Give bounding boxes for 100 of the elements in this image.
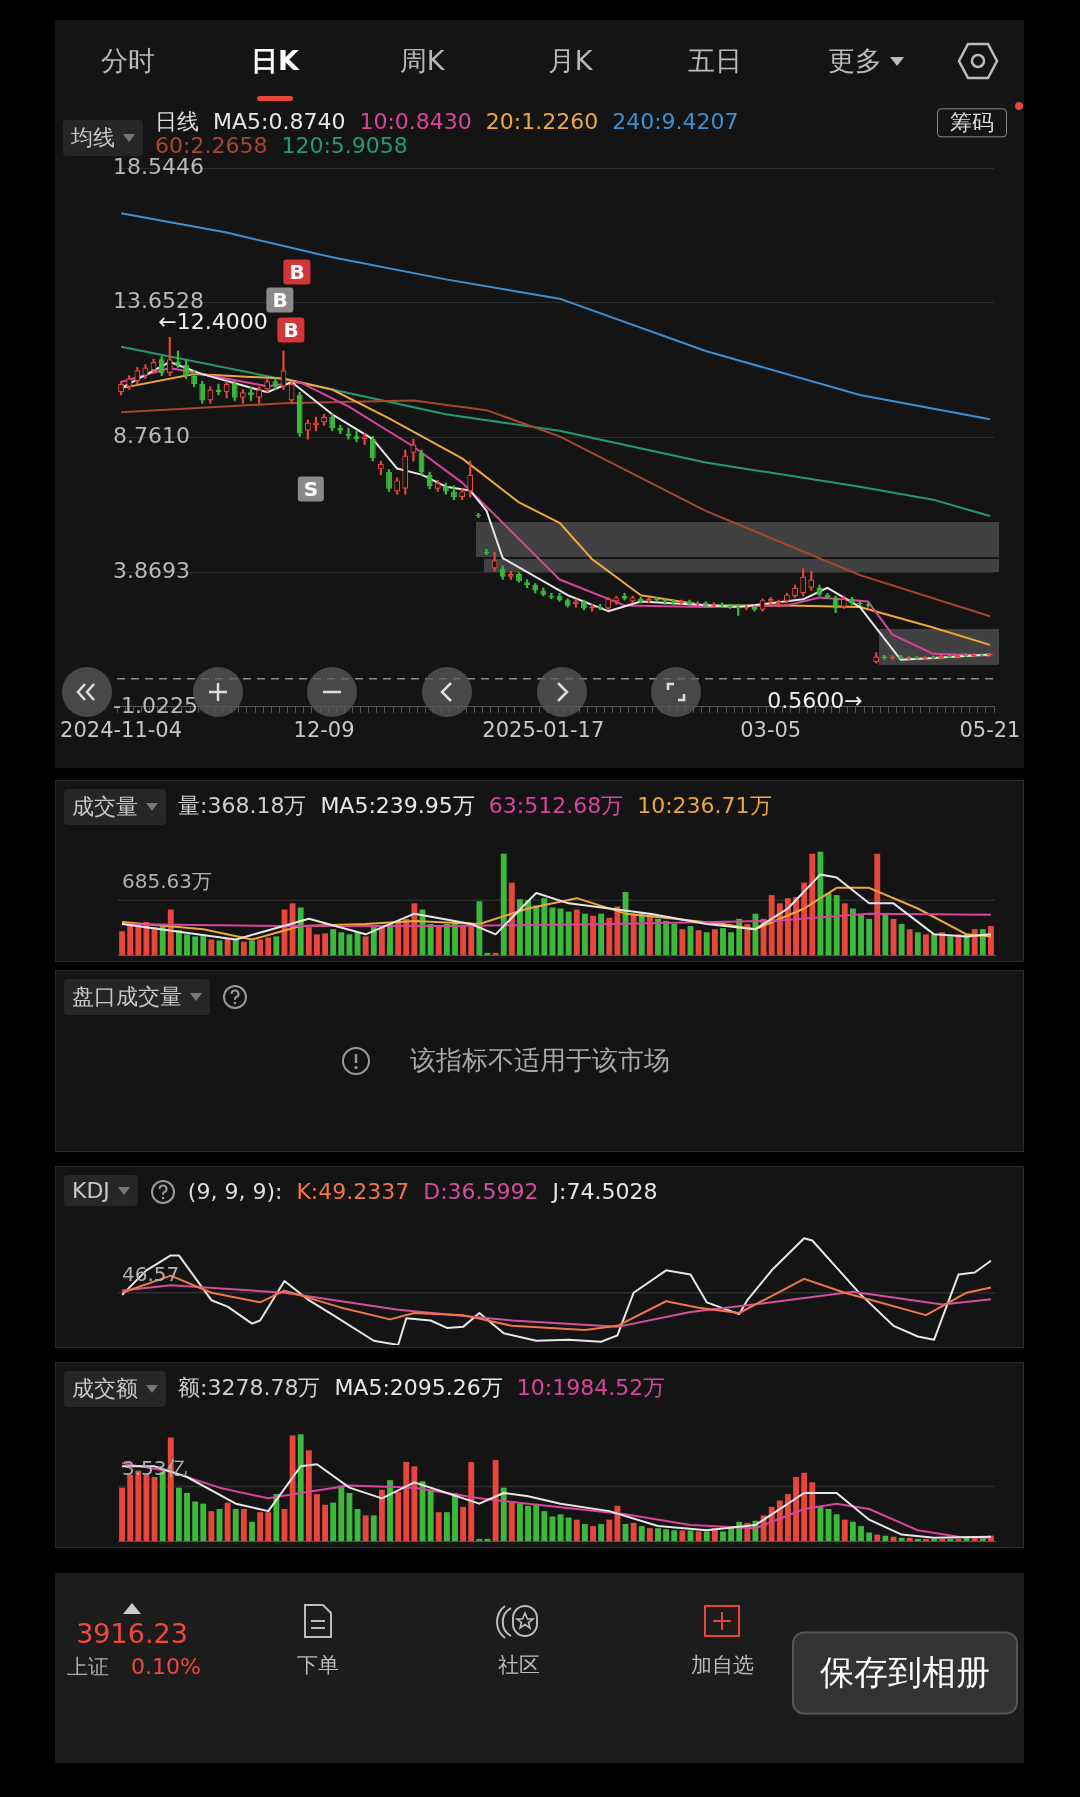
text: 月K — [547, 45, 593, 77]
text: K:49.2337 — [296, 1178, 410, 1206]
bar — [720, 928, 726, 955]
bar — [289, 1435, 296, 1541]
bar — [297, 1434, 304, 1541]
bar — [232, 939, 239, 955]
bar — [606, 1519, 613, 1541]
text: 更多 — [828, 45, 882, 77]
bar — [866, 918, 873, 955]
bar — [208, 1511, 215, 1541]
bar — [492, 1459, 499, 1541]
bar — [411, 1466, 418, 1541]
text: 量:368.18万 — [178, 792, 307, 820]
bar — [565, 911, 572, 955]
bar — [809, 853, 816, 955]
bar — [175, 930, 182, 955]
bar — [443, 924, 450, 955]
bar — [833, 895, 840, 955]
bar — [175, 1487, 182, 1541]
bar — [314, 1494, 320, 1541]
text: D:36.5992 — [423, 1178, 539, 1206]
bar — [200, 934, 207, 955]
bar — [898, 1537, 905, 1541]
legend-title: 日线 — [155, 109, 199, 134]
bar — [858, 913, 864, 955]
bar — [598, 1523, 605, 1541]
bar — [663, 1529, 670, 1541]
bar — [403, 1462, 410, 1541]
candlestick — [516, 572, 522, 583]
bar — [841, 903, 848, 955]
bar — [582, 1523, 588, 1541]
candlestick — [248, 386, 254, 401]
bar — [338, 1485, 345, 1541]
bar — [468, 924, 475, 955]
bar — [387, 924, 393, 955]
bar — [224, 938, 231, 955]
bar — [711, 929, 718, 955]
bar — [663, 920, 670, 955]
annotation: B — [283, 259, 311, 285]
bar — [257, 1512, 264, 1541]
bar — [768, 895, 775, 955]
bar — [906, 929, 913, 955]
bar — [614, 1505, 621, 1541]
text: 10:236.71万 — [637, 792, 772, 820]
bar — [208, 939, 215, 955]
y-tick-label: 3.8693 — [113, 557, 190, 583]
x-tick-label: 2025-01-17 — [482, 717, 605, 742]
bar — [914, 1538, 921, 1541]
bar — [817, 851, 824, 955]
bar — [452, 1493, 458, 1541]
text: 20:1.2260 — [485, 109, 599, 134]
bar — [314, 934, 320, 955]
x-tick-label: 2024-11-04 — [60, 717, 183, 742]
bar — [322, 933, 328, 955]
text: 10:1984.52万 — [516, 1374, 666, 1402]
bar — [517, 1503, 523, 1541]
bar — [200, 1503, 207, 1541]
text: 社区 — [498, 1652, 540, 1678]
chart-title: 均线 — [71, 124, 115, 152]
bar — [273, 936, 280, 955]
bar — [525, 1505, 531, 1541]
text: 120:5.9058 — [281, 133, 408, 158]
bar — [468, 1462, 475, 1541]
bar — [232, 1509, 239, 1541]
x-tick-label: 05-21 — [959, 717, 1021, 742]
bar — [330, 929, 337, 955]
bar — [720, 1531, 726, 1541]
bar — [638, 1526, 645, 1541]
bar — [898, 924, 905, 955]
bar — [931, 934, 938, 955]
text: MA5:239.95万 — [320, 792, 475, 820]
annotation: S — [297, 476, 325, 502]
text: 盘口成交量 — [72, 983, 182, 1011]
bar — [947, 936, 954, 955]
bar — [387, 1480, 393, 1541]
bar — [671, 1530, 678, 1541]
bar — [273, 1494, 280, 1541]
bar — [785, 1494, 791, 1541]
bar — [460, 926, 467, 955]
annotation: 0.5600→ — [767, 688, 863, 714]
bar — [435, 1512, 442, 1541]
bar — [427, 1490, 434, 1541]
bar — [655, 1528, 661, 1541]
bar — [192, 936, 199, 955]
bar — [931, 1538, 938, 1541]
bar — [338, 932, 345, 955]
bar — [508, 1502, 515, 1541]
bar — [443, 1512, 450, 1541]
bar — [939, 1538, 946, 1541]
candlestick — [751, 605, 758, 612]
bar — [947, 1538, 954, 1541]
bar — [590, 915, 596, 955]
bar — [395, 1491, 402, 1541]
bar — [695, 1531, 702, 1541]
text: 加自选 — [690, 1652, 754, 1678]
bar — [476, 1538, 483, 1541]
bar — [841, 1519, 848, 1541]
bar — [679, 929, 686, 955]
text: 筹码 — [937, 108, 1007, 138]
text: 该指标不适用于该市场 — [410, 1045, 670, 1076]
